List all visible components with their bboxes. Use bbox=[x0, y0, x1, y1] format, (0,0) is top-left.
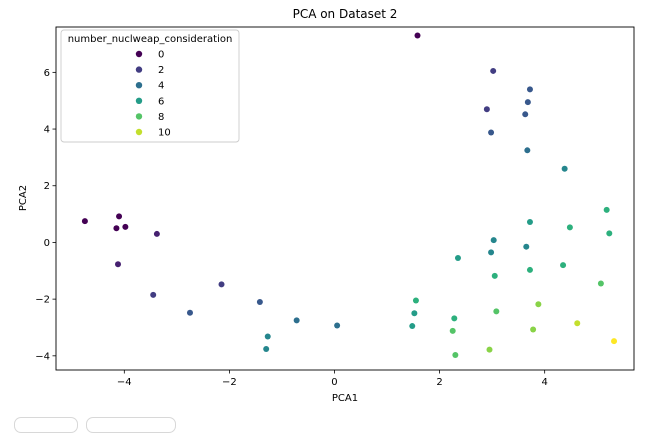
toolbar-button-1[interactable] bbox=[14, 417, 78, 433]
data-point bbox=[218, 281, 225, 288]
data-point bbox=[412, 297, 419, 304]
data-point bbox=[414, 32, 421, 39]
data-point bbox=[535, 301, 542, 308]
y-tick-label: 4 bbox=[44, 125, 50, 136]
data-point bbox=[526, 86, 533, 93]
legend-title: number_nuclweap_consideration bbox=[68, 34, 233, 45]
legend-marker bbox=[135, 97, 143, 105]
data-point bbox=[263, 346, 270, 353]
y-tick-label: 0 bbox=[44, 238, 50, 249]
points-layer bbox=[81, 32, 618, 358]
legend-marker bbox=[135, 50, 143, 58]
x-axis-ticks: −4 −2 0 2 4 bbox=[117, 370, 548, 388]
legend-box bbox=[60, 29, 240, 143]
y-tick-label: −4 bbox=[35, 351, 50, 362]
x-axis-label: PCA1 bbox=[332, 393, 358, 404]
data-point bbox=[603, 206, 610, 213]
legend-marker bbox=[135, 82, 143, 89]
x-tick-label: −2 bbox=[222, 377, 237, 388]
data-point bbox=[115, 261, 122, 268]
y-tick-label: 2 bbox=[44, 181, 50, 192]
legend-label: 6 bbox=[158, 96, 164, 107]
data-point bbox=[488, 249, 495, 256]
legend-label: 0 bbox=[158, 50, 164, 61]
data-point bbox=[597, 280, 604, 287]
data-point bbox=[451, 315, 458, 322]
data-point bbox=[611, 338, 618, 345]
data-point bbox=[522, 111, 529, 118]
data-point bbox=[560, 262, 567, 269]
data-point bbox=[264, 333, 271, 340]
data-point bbox=[488, 129, 495, 136]
scatter-chart: PCA on Dataset 2 −4 −2 0 2 4 −4 −2 0 2 4 6 PCA1 P… bbox=[18, 7, 635, 404]
data-point bbox=[81, 218, 88, 225]
x-tick-label: 0 bbox=[331, 377, 337, 388]
x-tick-label: 2 bbox=[436, 377, 442, 388]
data-point bbox=[574, 320, 581, 327]
legend-entries: 0 2 4 6 8 10 bbox=[135, 50, 171, 139]
data-point bbox=[491, 272, 498, 279]
x-tick-label: −4 bbox=[117, 377, 132, 388]
data-point bbox=[483, 106, 490, 113]
data-point bbox=[454, 255, 461, 262]
toolbar-button-2[interactable] bbox=[86, 417, 176, 433]
data-point bbox=[186, 309, 193, 316]
data-point bbox=[523, 243, 530, 250]
legend-marker bbox=[135, 66, 143, 73]
legend-label: 4 bbox=[158, 81, 164, 92]
data-point bbox=[409, 323, 416, 330]
legend-marker bbox=[135, 128, 143, 136]
data-point bbox=[122, 223, 129, 230]
data-point bbox=[566, 224, 573, 231]
data-point bbox=[153, 230, 160, 237]
data-point bbox=[150, 291, 157, 298]
data-point bbox=[524, 147, 531, 154]
data-point bbox=[561, 165, 568, 172]
data-point bbox=[486, 346, 493, 353]
data-point bbox=[524, 99, 531, 106]
y-tick-label: −2 bbox=[35, 295, 50, 306]
data-point bbox=[256, 298, 263, 305]
data-point bbox=[606, 230, 613, 237]
y-axis-ticks: −4 −2 0 2 4 6 bbox=[35, 68, 56, 362]
data-point bbox=[334, 322, 341, 329]
legend-label: 10 bbox=[158, 128, 171, 139]
y-axis-label: PCA2 bbox=[18, 185, 29, 211]
data-point bbox=[493, 308, 500, 315]
legend-label: 2 bbox=[158, 65, 164, 76]
data-point bbox=[449, 327, 456, 334]
data-point bbox=[490, 67, 497, 74]
legend-label: 8 bbox=[158, 112, 164, 123]
data-point bbox=[530, 326, 537, 333]
data-point bbox=[490, 237, 497, 244]
data-point bbox=[293, 317, 300, 324]
data-point bbox=[452, 351, 459, 358]
data-point bbox=[116, 213, 123, 220]
data-point bbox=[113, 225, 120, 232]
y-tick-label: 6 bbox=[44, 68, 50, 79]
legend-marker bbox=[135, 113, 143, 120]
legend: number_nuclweap_consideration 0 2 4 6 8 10 bbox=[60, 29, 240, 143]
data-point bbox=[526, 219, 533, 226]
data-point bbox=[526, 266, 533, 273]
chart-title: PCA on Dataset 2 bbox=[293, 7, 398, 21]
x-tick-label: 4 bbox=[541, 377, 547, 388]
data-point bbox=[411, 310, 418, 317]
plot-frame bbox=[55, 26, 635, 371]
